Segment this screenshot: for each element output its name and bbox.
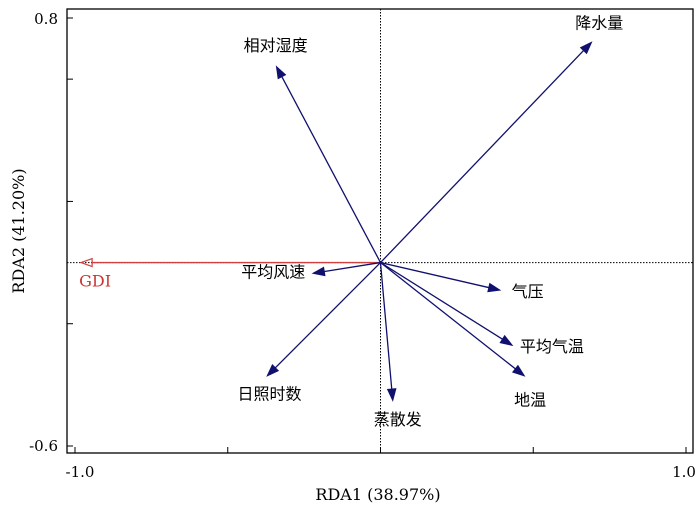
explanatory-arrow-head-0	[579, 41, 593, 55]
y-tick-label-min: -0.6	[29, 437, 58, 455]
explanatory-label-2: 平均风速	[241, 262, 305, 281]
explanatory-arrow-head-3	[487, 282, 502, 293]
explanatory-arrow-line-6	[273, 262, 381, 370]
explanatory-label-4: 平均气温	[520, 337, 584, 356]
explanatory-arrow-line-0	[380, 48, 586, 264]
y-tick-label-max: 0.8	[34, 10, 58, 28]
response-label-0: GDI	[79, 272, 111, 291]
explanatory-arrow-head-7	[386, 388, 397, 402]
explanatory-label-7: 蒸散发	[374, 410, 422, 429]
explanatory-arrow-head-6	[266, 364, 280, 377]
explanatory-arrow-head-5	[511, 364, 526, 377]
x-tick-label-max: 1.0	[672, 463, 696, 481]
response-arrow-head-0	[79, 257, 93, 268]
explanatory-arrow-line-7	[379, 262, 393, 392]
explanatory-arrow-line-4	[380, 262, 505, 341]
y-axis-label: RDA2 (41.20%)	[9, 168, 28, 293]
arrows	[79, 41, 593, 402]
x-tick-label-min: -1.0	[66, 463, 95, 481]
explanatory-arrow-head-4	[499, 334, 514, 347]
explanatory-label-5: 地温	[514, 391, 546, 410]
explanatory-arrow-line-3	[380, 261, 492, 289]
explanatory-arrow-line-5	[380, 262, 518, 371]
explanatory-arrow-head-2	[311, 266, 326, 277]
explanatory-arrow-head-1	[275, 65, 287, 80]
x-axis-label: RDA1 (38.97%)	[315, 485, 440, 504]
explanatory-arrow-line-2	[322, 261, 381, 273]
explanatory-label-1: 相对湿度	[244, 36, 308, 55]
explanatory-arrow-line-1	[280, 74, 382, 263]
axis-ticks	[67, 17, 687, 453]
explanatory-label-3: 气压	[512, 282, 544, 301]
explanatory-label-0: 降水量	[575, 13, 623, 32]
explanatory-label-6: 日照时数	[237, 385, 301, 404]
